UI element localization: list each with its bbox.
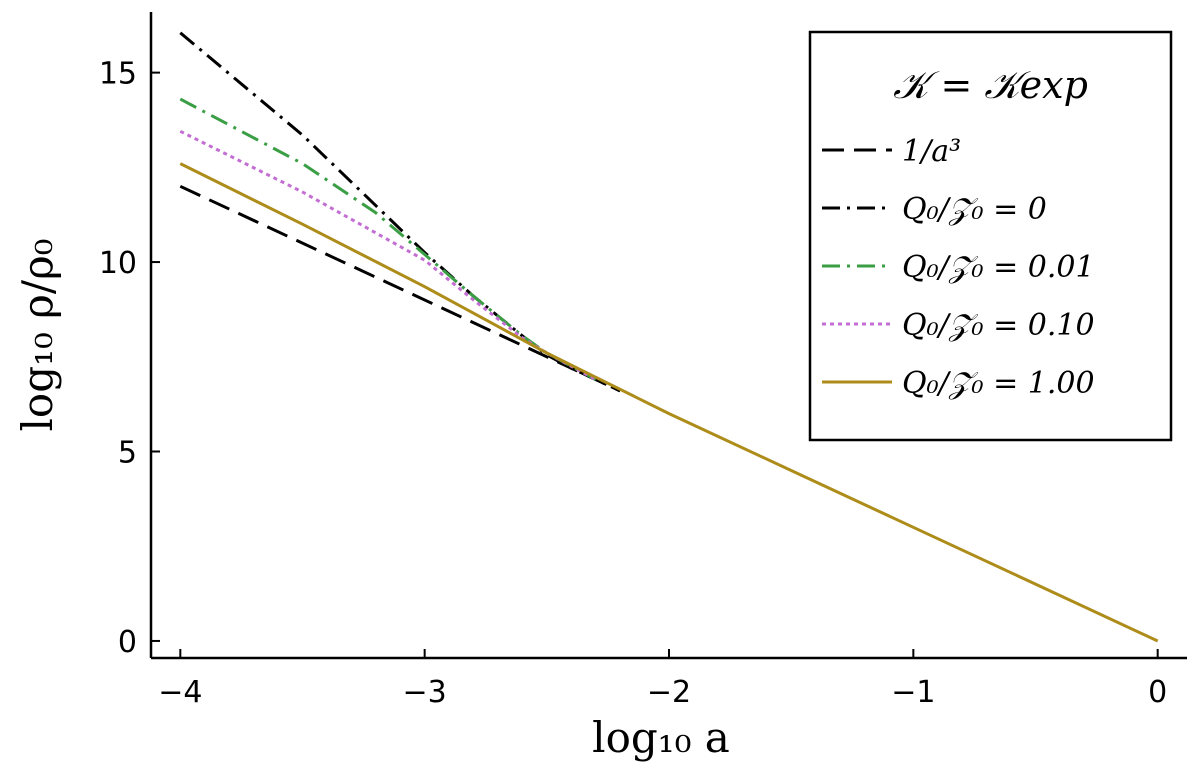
series-line-1 <box>179 31 621 393</box>
legend-label-2: Q₀/𝒵₀ = 0.01 <box>902 250 1095 285</box>
y-tick-label: 5 <box>118 436 137 471</box>
series-line-3 <box>179 129 597 381</box>
x-tick-label: −1 <box>891 675 935 710</box>
y-tick-label: 0 <box>118 625 137 660</box>
series-layer <box>179 31 1159 643</box>
legend-box <box>808 30 1173 442</box>
legend-label-4: Q₀/𝒵₀ = 1.00 <box>902 366 1095 401</box>
series-line-4 <box>179 162 1159 643</box>
legend-title: 𝒦 = 𝒦exp <box>893 63 1088 107</box>
x-tick-label: −2 <box>647 675 691 710</box>
series-line-2 <box>179 97 597 381</box>
legend: 𝒦 = 𝒦exp 1/a³ Q₀/𝒵₀ = 0 Q₀/𝒵₀ = 0.01 Q₀/𝒵₀ =… <box>808 30 1173 442</box>
legend-label-3: Q₀/𝒵₀ = 0.10 <box>902 308 1095 343</box>
y-axis-title: log₁₀ ρ/ρ₀ <box>13 239 62 432</box>
y-tick-label: 15 <box>99 57 137 92</box>
y-tick-label: 10 <box>99 246 137 281</box>
x-tick-label: −4 <box>158 675 202 710</box>
legend-label-1: Q₀/𝒵₀ = 0 <box>902 192 1047 227</box>
x-tick-label: −3 <box>403 675 447 710</box>
x-tick-label: 0 <box>1148 675 1167 710</box>
legend-label-0: 1/a³ <box>902 134 961 169</box>
series-line-0 <box>179 184 621 393</box>
axes: −4 −3 −2 −1 0 0 5 10 15 log₁₀ a log₁₀ ρ/ρ₀ <box>13 12 1187 762</box>
x-axis-title: log₁₀ a <box>592 713 730 762</box>
